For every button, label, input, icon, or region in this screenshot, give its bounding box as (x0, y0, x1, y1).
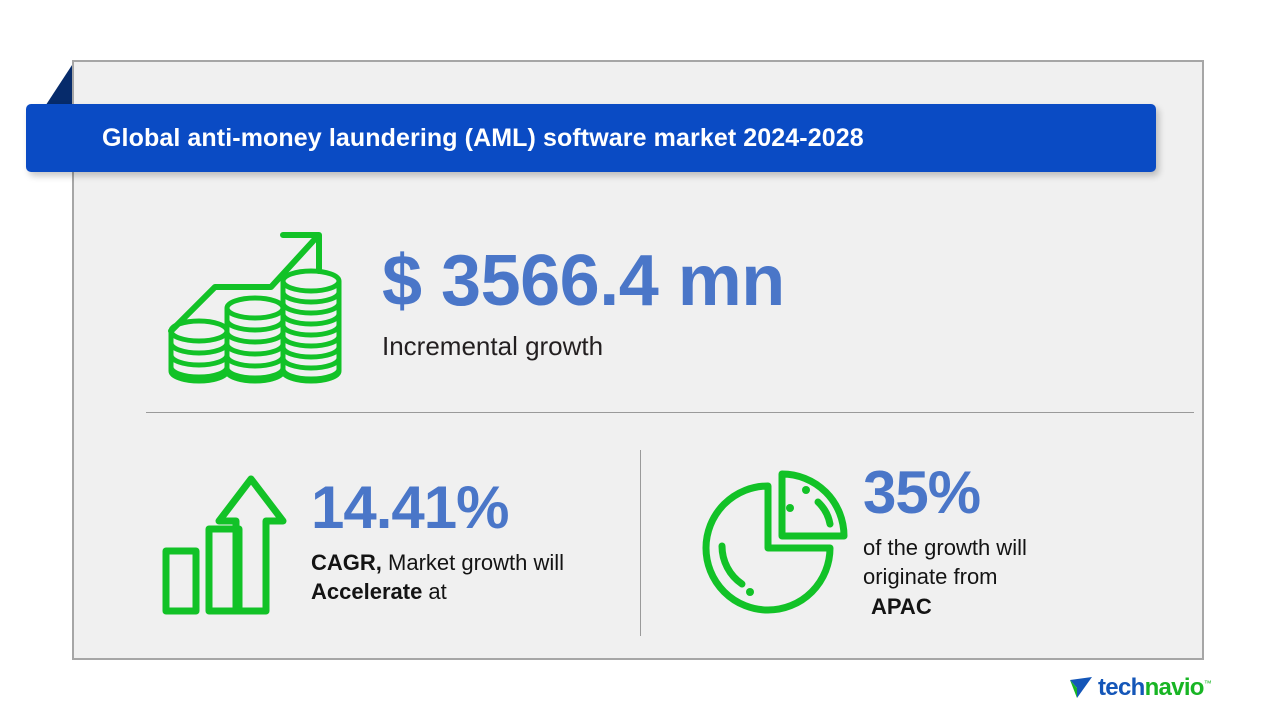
incremental-growth-stat: $ 3566.4 mn Incremental growth (145, 200, 1193, 408)
title-banner: Global anti-money laundering (AML) softw… (26, 104, 1156, 172)
cagr-text: 14.41% CAGR, Market growth will Accelera… (305, 473, 611, 606)
cagr-caption-part-2: will (533, 549, 565, 575)
cagr-caption-part-3: at (422, 579, 447, 604)
technavio-wordmark: technavio™ (1098, 674, 1212, 701)
cagr-stat: 14.41% CAGR, Market growth will Accelera… (145, 432, 641, 652)
cagr-caption-part-1: Market growth (381, 549, 528, 575)
logo-tech-text: tech (1098, 674, 1145, 701)
technavio-logo: technavio™ (1068, 674, 1212, 701)
cagr-value: 14.41% (311, 473, 510, 541)
region-share-line-2: originate from (863, 564, 998, 590)
coin-stacks-growth-icon (145, 219, 360, 389)
technavio-arrow-mark (1070, 677, 1092, 698)
region-share-value: 35% (863, 459, 981, 527)
bottom-stats-row: 14.41% CAGR, Market growth will Accelera… (145, 432, 1193, 652)
region-share-text: 35% of the growth will originate from AP… (857, 463, 1027, 620)
region-share-caption: of the growth will originate from APAC (863, 533, 1027, 620)
incremental-growth-value: $ 3566.4 mn (382, 241, 785, 322)
logo-navio-text: navio (1144, 674, 1205, 701)
horizontal-divider (146, 412, 1194, 413)
page-title: Global anti-money laundering (AML) softw… (102, 123, 864, 152)
pie-chart-icon (697, 462, 857, 622)
cagr-label: CAGR, (311, 549, 382, 575)
vertical-divider (640, 450, 641, 636)
region-name: APAC (871, 593, 932, 619)
region-share-line-1: of the growth will (863, 535, 1027, 561)
cagr-caption: CAGR, Market growth will Accelerate at (311, 548, 611, 606)
incremental-growth-text: $ 3566.4 mn Incremental growth (360, 245, 785, 362)
incremental-growth-caption: Incremental growth (382, 331, 604, 362)
cagr-accelerate-word: Accelerate (311, 579, 423, 604)
bar-chart-arrow-up-icon (145, 467, 305, 617)
region-share-stat: 35% of the growth will originate from AP… (641, 432, 1193, 652)
trademark-symbol: ™ (1203, 679, 1212, 688)
